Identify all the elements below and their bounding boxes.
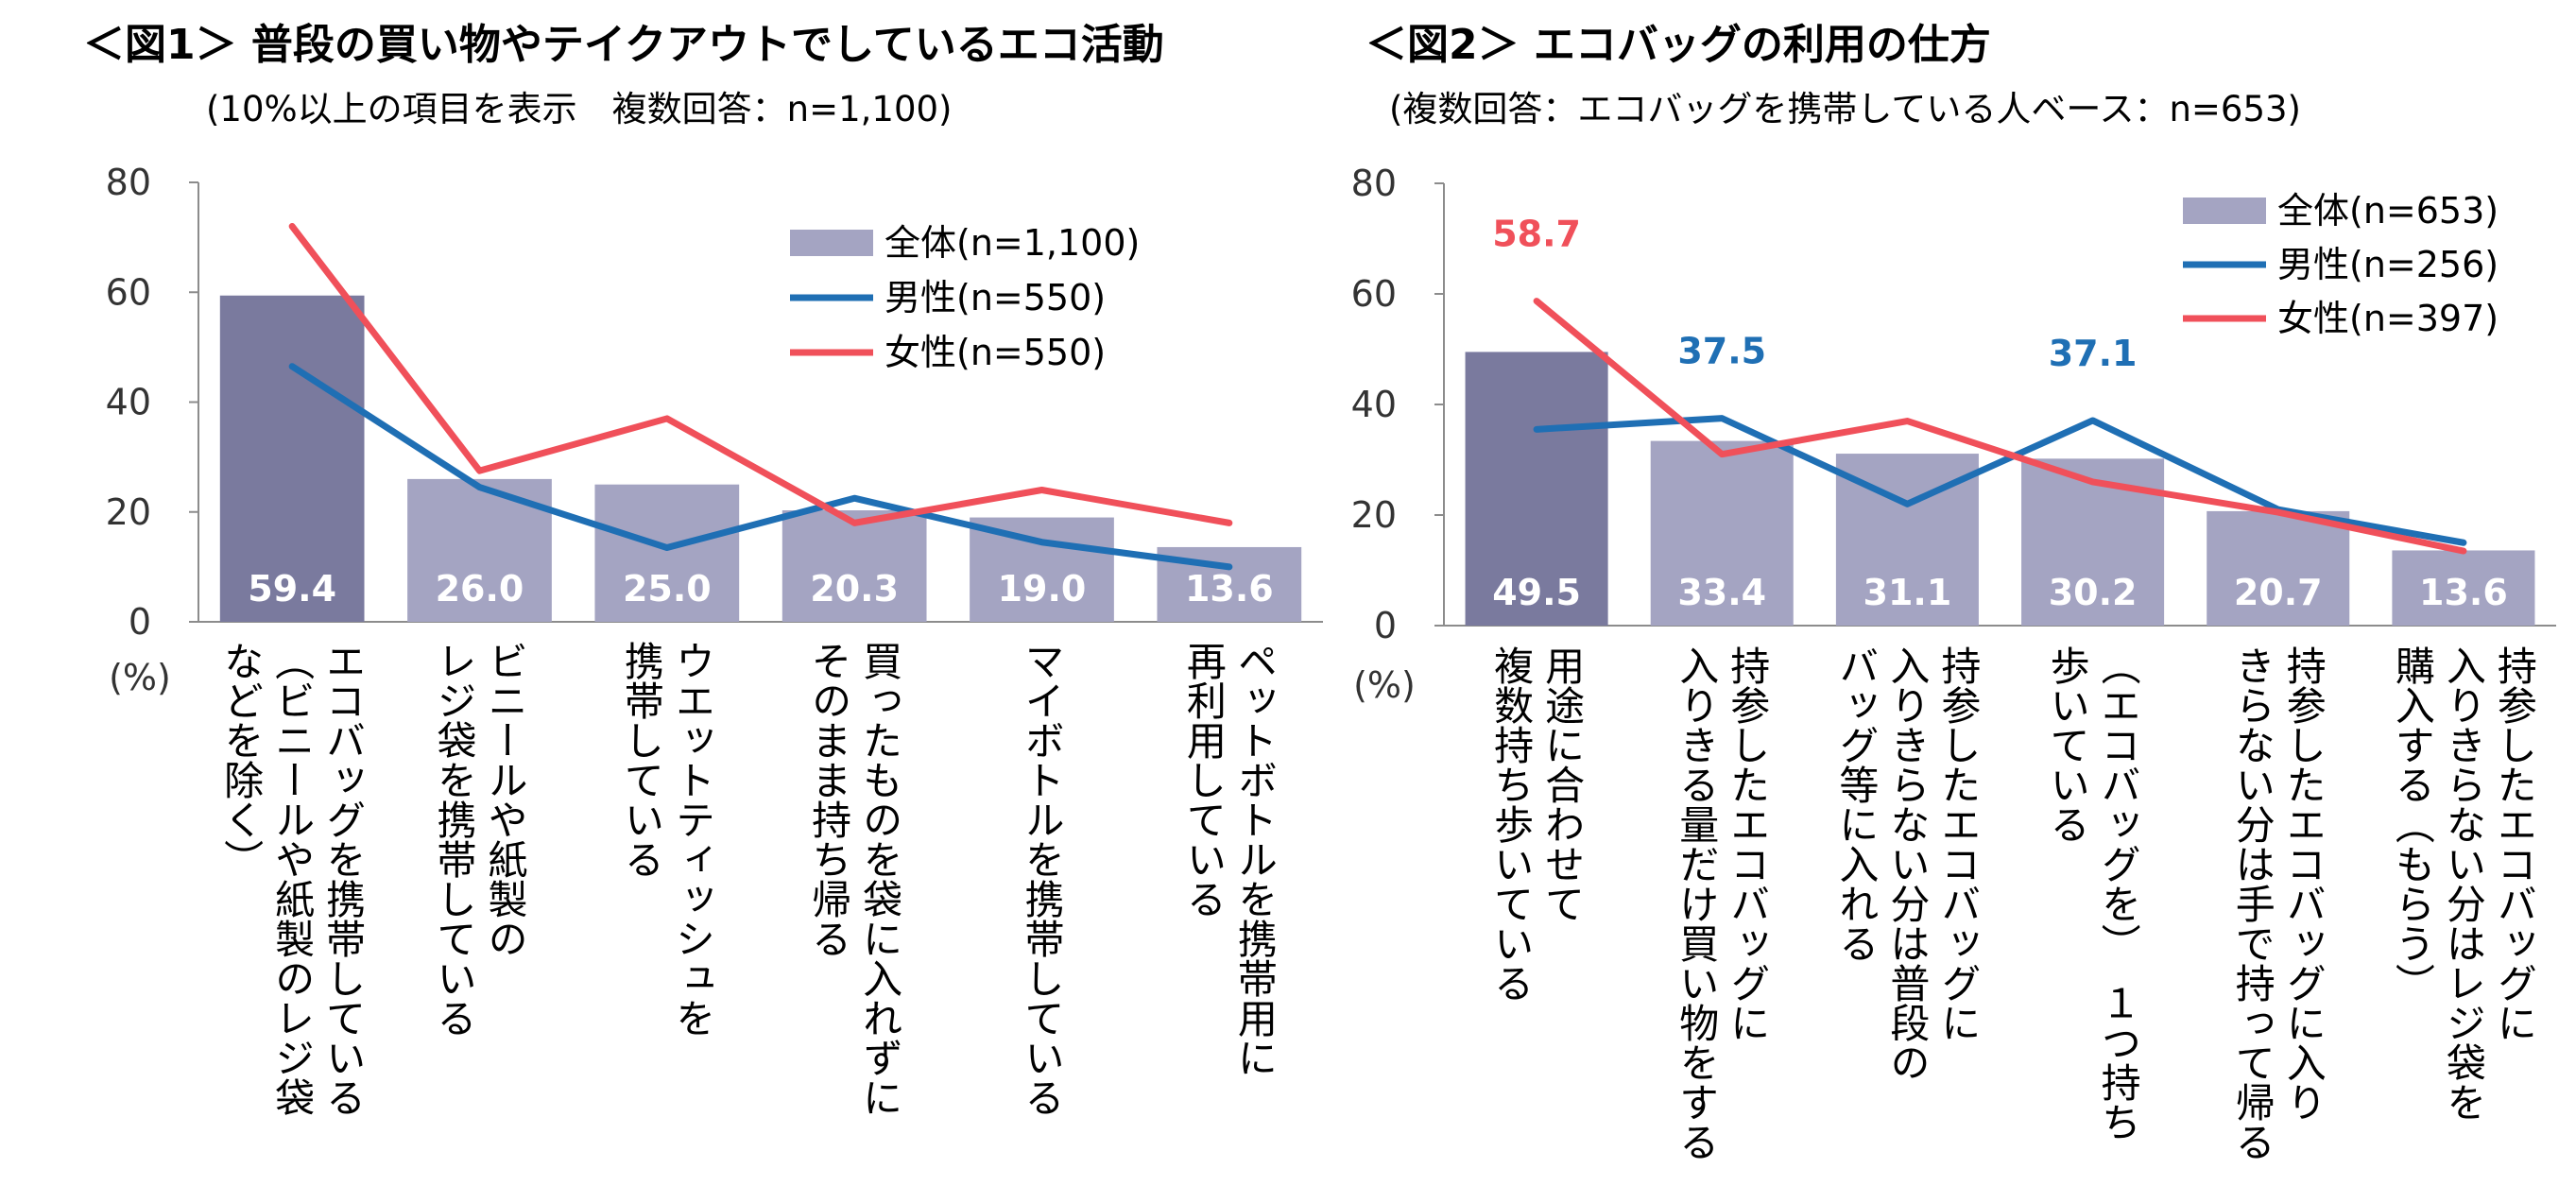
chart-2-category-label: 入りきらない分は普段の [1884, 645, 1931, 1082]
chart-2-y-tick-label: 60 [1351, 273, 1397, 315]
chart-2-bar [2392, 550, 2535, 626]
chart-2-bar-value-label: 31.1 [1863, 572, 1952, 613]
chart-1-category-label: 再利用している [1180, 641, 1227, 919]
chart-2-category-label: 入りきらない分はレジ袋を [2440, 645, 2486, 1122]
chart-2-category-label: バッグ等に入れる [1833, 645, 1880, 963]
chart-2-category-label: 歩いている [2044, 645, 2090, 844]
chart-1-line-male [288, 363, 1233, 571]
chart-2-bar-value-label: 49.5 [1492, 572, 1581, 613]
chart-2: ＜図2＞ エコバッグの利用の仕方 (複数回答：エコバッグを携帯している人ベース：… [1351, 21, 2556, 1161]
chart-1-bar [970, 517, 1114, 622]
chart-2-line-female [1533, 298, 2467, 555]
chart-2-y-tick-label: 40 [1351, 384, 1397, 425]
chart-1-bar [781, 510, 927, 622]
chart-1-category-label: ウエットティッシュを [669, 641, 715, 1038]
chart-1-y-tick-label: 60 [106, 271, 151, 313]
chart-2-category-label: 複数持ち歩いている [1488, 645, 1535, 1003]
chart-1-bar-value-label: 25.0 [623, 568, 712, 610]
chart-2-category-label: （エコバッグを） １つ持ち [2095, 645, 2141, 1142]
chart-1-legend-label: 男性(n=550) [884, 277, 1106, 318]
chart-2-subtitle: (複数回答：エコバッグを携帯している人ベース：n=653) [1389, 89, 2301, 129]
chart-1-bar-value-label: 26.0 [436, 568, 524, 610]
chart-1-bar-value-label: 20.3 [810, 568, 899, 610]
chart-2-bar-value-label: 33.4 [1677, 572, 1766, 613]
chart-1-line-female [288, 223, 1233, 526]
chart-1-category-label: （ビニールや紙製のレジ袋 [269, 641, 316, 1117]
chart-2-bar [1650, 440, 1794, 626]
chart-1-category-label: エコバッグを携帯している [320, 641, 367, 1117]
chart-2-category-label: きらない分は手で持って帰る [2229, 645, 2275, 1161]
chart-2-title: ＜図2＞ エコバッグの利用の仕方 [1365, 21, 1991, 69]
chart-1-category-label: そのまま持ち帰る [806, 641, 852, 958]
chart-1-bar [594, 484, 740, 622]
chart-1-category-label: などを除く） [218, 641, 265, 879]
chart-2-bar-value-label: 30.2 [2049, 572, 2138, 613]
chart-1-y-tick-label: 0 [129, 601, 151, 643]
chart-2-bar-value-label: 13.6 [2419, 572, 2508, 613]
chart-1-bar-value-label: 59.4 [248, 568, 336, 610]
chart-2-legend-label: 女性(n=397) [2277, 298, 2499, 339]
chart-2-line-value-label: 37.1 [2049, 333, 2138, 374]
chart-1-bar-value-label: 19.0 [998, 568, 1087, 610]
chart-2-legend-swatch-bar [2183, 198, 2266, 224]
chart-2-line-value-label: 37.5 [1677, 331, 1766, 372]
chart-2-legend-label: 男性(n=256) [2277, 244, 2499, 285]
chart-1-y-tick-label: 40 [106, 382, 151, 423]
chart-2-y-unit: (%) [1353, 664, 1416, 706]
chart-1-category-label: 携帯している [618, 641, 664, 879]
chart-1-legend-label: 女性(n=550) [884, 332, 1106, 373]
chart-2-category-label: 用途に合わせて [1539, 645, 1586, 923]
chart-2-category-label: 持参したエコバッグに [1725, 645, 1771, 1042]
chart-2-line-male [1533, 415, 2467, 546]
chart-1-bar [219, 295, 365, 622]
chart-2-category-label: 入りきる量だけ買い物をする [1674, 645, 1720, 1161]
chart-2-y-tick-label: 80 [1351, 163, 1397, 204]
chart-1-subtitle: (10%以上の項目を表示 複数回答：n=1,100) [206, 89, 952, 129]
chart-2-category-label: 持参したエコバッグに [2491, 645, 2537, 1042]
chart-2-category-label: 購入する（もらう） [2389, 645, 2435, 1003]
chart-2-y-tick-label: 20 [1351, 494, 1397, 536]
chart-2-line-value-label: 58.7 [1492, 214, 1581, 255]
chart-2-bar-value-label: 20.7 [2234, 572, 2323, 613]
chart-2-bar [1465, 352, 1608, 626]
chart-1-y-tick-label: 80 [106, 162, 151, 203]
chart-1-category-label: ペットボトルを携帯用に [1231, 641, 1278, 1077]
chart-1-legend-label: 全体(n=1,100) [884, 222, 1140, 264]
chart-1-category-label: 買ったものを袋に入れずに [857, 641, 903, 1117]
chart-2-bar [2207, 510, 2350, 626]
chart-1-category-label: マイボトルを携帯している [1019, 641, 1065, 1117]
chart-1-y-unit: (%) [109, 657, 171, 698]
chart-1-category-label: レジ袋を携帯している [431, 641, 477, 1038]
chart-1-title: ＜図1＞ 普段の買い物やテイクアウトでしているエコ活動 [83, 21, 1164, 69]
chart-1-y-tick-label: 20 [106, 491, 151, 533]
chart-2-y-tick-label: 0 [1374, 605, 1397, 646]
chart-2-category-label: 持参したエコバッグに入り [2280, 645, 2327, 1122]
chart-1-bar-value-label: 13.6 [1185, 568, 1274, 610]
chart-1-legend-swatch-bar [790, 230, 873, 256]
chart-2-legend-label: 全体(n=653) [2277, 190, 2499, 232]
chart-2-category-label: 持参したエコバッグに [1935, 645, 1982, 1042]
chart-1: ＜図1＞ 普段の買い物やテイクアウトでしているエコ活動 (10%以上の項目を表示… [83, 21, 1323, 1117]
chart-1-category-label: ビニールや紙製の [482, 641, 528, 958]
